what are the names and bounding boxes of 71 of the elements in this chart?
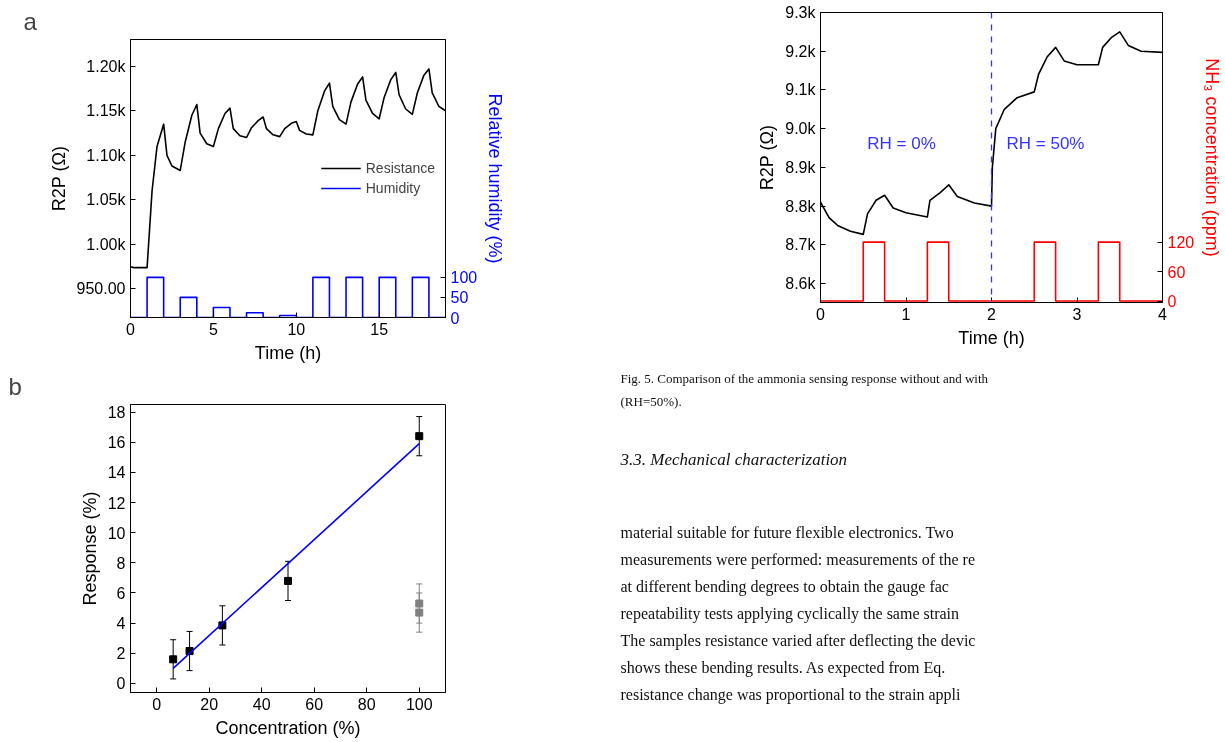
text: material suitable for future flexible electronics. Two: [620, 523, 954, 541]
annotation: RH = 50%: [1006, 133, 1085, 153]
x-tick-label: 100: [405, 695, 433, 713]
y-tick-label: 8.6k: [785, 275, 817, 293]
y-tick-label: 8: [116, 554, 126, 572]
y-tick-label: 9.3k: [785, 4, 817, 21]
point: [169, 655, 178, 664]
x-tick-label: 10: [287, 320, 306, 338]
x-tick-label: 3: [1072, 305, 1082, 323]
x-tick-label: 40: [252, 695, 271, 713]
text: 3.3. Mechanical characterization: [619, 449, 848, 469]
y-tick-label: 8.7k: [785, 236, 817, 254]
y-tick-label: 1.00k: [86, 235, 127, 253]
caption: Fig. 5. Comparison of the ammonia sensing response without and with: [620, 370, 989, 386]
x-tick-label: 20: [200, 695, 219, 713]
y2-axis-title: Relative humidity (%): [485, 93, 506, 264]
y2-tick-label: 50: [450, 289, 469, 307]
x-axis-title: Time (h): [254, 342, 322, 363]
point: [415, 432, 424, 441]
text: measurements were performed: measurements of the re: [620, 550, 976, 569]
text: a: [23, 7, 38, 35]
text: resistance change was proportional to the strain appli: [620, 685, 961, 704]
y-tick-label: 0: [116, 675, 126, 693]
y-tick-label: 8.8k: [785, 197, 817, 215]
x-tick-label: 0: [152, 695, 162, 713]
x-tick-label: 4: [1158, 305, 1168, 323]
y2-tick-label: 120: [1167, 234, 1195, 252]
x-axis-title: Concentration (%): [215, 717, 361, 738]
y2-tick-label: 60: [1167, 263, 1186, 281]
y-tick-label: 1.15k: [86, 102, 127, 120]
annotation: RH = 0%: [867, 133, 936, 153]
y-tick-label: 12: [107, 494, 126, 512]
y-tick-label: 9.1k: [785, 81, 817, 99]
legend-label: Resistance: [365, 160, 435, 176]
point: [415, 608, 424, 617]
y2-tick-label: 100: [450, 269, 478, 287]
y-axis-title: R2P (Ω): [757, 125, 778, 191]
x-tick-label: 5: [208, 320, 218, 338]
text: shows these bending results. As expected from Eq.: [620, 658, 946, 677]
y2-axis-title: NH₃ concentration (ppm): [1202, 58, 1223, 257]
y-tick-label: 6: [116, 584, 126, 602]
x-tick-label: 1: [901, 305, 911, 323]
y-tick-label: 14: [107, 464, 126, 482]
y-tick-label: 16: [107, 434, 126, 452]
point: [415, 599, 424, 608]
y-tick-label: 950.00: [76, 280, 126, 298]
y-axis-title: Response (%): [79, 491, 100, 606]
text: b: [8, 372, 22, 400]
x-tick-label: 60: [305, 695, 324, 713]
x-axis-title: Time (h): [958, 327, 1025, 348]
x-tick-label: 15: [370, 320, 389, 338]
text: (RH=50%).: [620, 393, 682, 409]
text: at different bending degrees to obtain the gauge fac: [620, 577, 949, 596]
text: repeatability tests applying cyclically the same strain: [620, 604, 960, 623]
x-tick-label: 2: [987, 305, 997, 323]
legend-label: Humidity: [365, 180, 421, 196]
y-tick-label: 9.0k: [785, 120, 817, 138]
y-tick-label: 10: [107, 524, 126, 542]
y-tick-label: 18: [107, 404, 126, 422]
x-tick-label: 80: [357, 695, 376, 713]
y-tick-label: 9.2k: [785, 42, 817, 60]
y2-tick-label: 0: [1167, 293, 1177, 311]
text: The samples resistance varied after deflecting the devic: [620, 631, 976, 650]
y-tick-label: 1.20k: [86, 57, 127, 75]
y-tick-label: 4: [116, 615, 126, 633]
point: [284, 576, 292, 585]
y-tick-label: 1.10k: [86, 146, 127, 164]
y-tick-label: 1.05k: [86, 191, 127, 209]
y-tick-label: 8.9k: [785, 158, 817, 176]
y-axis-title: R2P (Ω): [48, 146, 69, 212]
y-tick-label: 2: [116, 645, 126, 663]
